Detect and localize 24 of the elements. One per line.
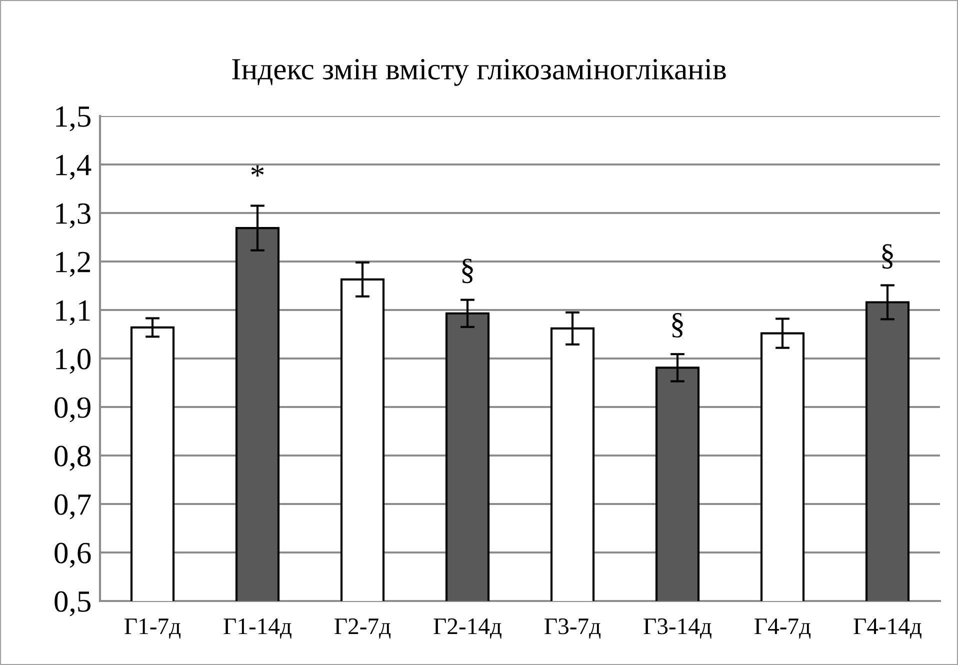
y-tick-label: 1,5	[56, 106, 90, 132]
x-tick-label: Г3-14д	[644, 618, 712, 639]
x-tick-label: Г2-7д	[334, 618, 391, 639]
y-tick-label: 0,9	[54, 397, 90, 422]
y-tick-label: 0,7	[54, 494, 91, 520]
y-tick-label: 0,8	[54, 446, 90, 471]
y-tick-label: 1,0	[56, 348, 90, 374]
y-tick-label: 0,5	[54, 591, 90, 616]
chart-title: Індекс змін вмісту глікозаміногліканів	[232, 59, 726, 86]
y-tick-label: 1,1	[56, 300, 90, 326]
x-tick-label: Г4-7д	[754, 618, 811, 639]
x-tick-label: Г1-14д	[224, 618, 292, 639]
x-tick-label: Г2-14д	[434, 618, 502, 639]
data-label: *	[251, 165, 264, 177]
y-tick-label: 0,6	[54, 542, 91, 568]
x-tick-label: Г1-7д	[124, 618, 181, 639]
y-tick-label: 1,3	[56, 203, 90, 228]
data-label: §	[882, 244, 893, 269]
y-tick-label: 1,4	[56, 154, 92, 180]
data-label: §	[462, 258, 473, 284]
x-tick-label: Г4-14д	[854, 618, 922, 639]
x-tick-label: Г3-7д	[544, 618, 601, 639]
y-tick-label: 1,2	[56, 252, 90, 277]
data-label: §	[672, 313, 683, 338]
